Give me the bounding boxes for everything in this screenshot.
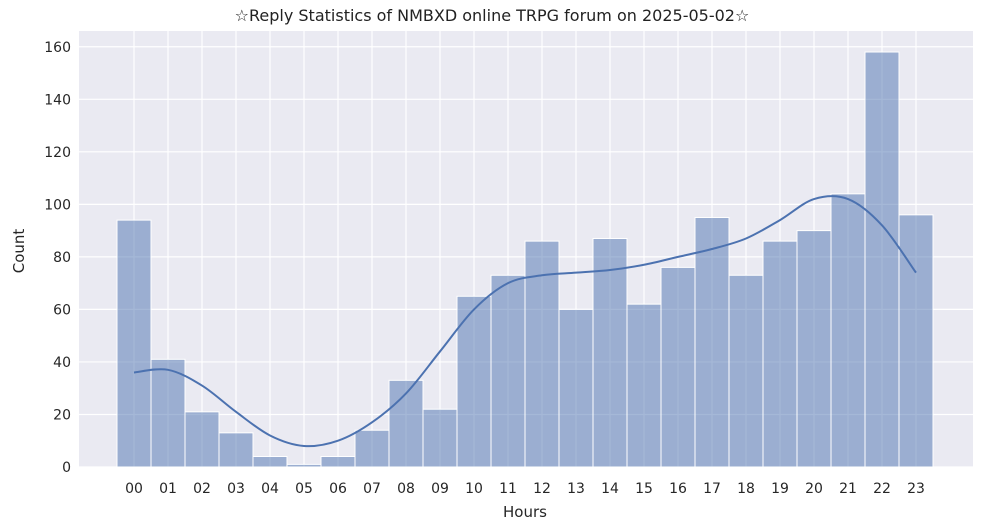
y-tick-label: 100 — [44, 197, 71, 213]
histogram-bar — [354, 429, 390, 468]
y-axis-label: Count — [10, 229, 28, 274]
histogram-bar — [898, 214, 934, 468]
x-tick-label: 13 — [567, 481, 585, 497]
histogram-bar — [830, 193, 866, 468]
x-tick-label: 18 — [737, 481, 755, 497]
chart-title: ☆Reply Statistics of NMBXD online TRPG f… — [234, 6, 750, 25]
histogram-bar — [490, 274, 526, 468]
y-tick-label: 160 — [44, 40, 71, 56]
histogram-bar — [762, 240, 798, 468]
histogram-bar — [184, 411, 220, 468]
histogram-bar — [694, 216, 730, 468]
x-tick-label: 11 — [499, 481, 517, 497]
histogram-bar — [116, 219, 152, 468]
x-tick-label: 09 — [431, 481, 449, 497]
x-tick-label: 10 — [465, 481, 483, 497]
y-tick-label: 80 — [53, 250, 71, 266]
histogram-bar — [320, 455, 356, 468]
y-tick-label: 20 — [53, 407, 71, 423]
histogram-bar — [558, 308, 594, 468]
x-tick-label: 07 — [363, 481, 381, 497]
x-tick-label: 00 — [125, 481, 143, 497]
histogram-bar — [864, 51, 900, 468]
histogram-bar — [660, 266, 696, 468]
x-tick-label: 08 — [397, 481, 415, 497]
x-tick-labels: 00 01 02 03 04 05 06 07 08 09 10 11 12 13 14 15 16 17 18 19… — [125, 481, 925, 497]
histogram-bar — [728, 274, 764, 468]
histogram-bar — [150, 358, 186, 468]
x-tick-label: 03 — [227, 481, 245, 497]
histogram-bar — [422, 408, 458, 468]
x-tick-label: 14 — [601, 481, 619, 497]
x-tick-label: 05 — [295, 481, 313, 497]
x-tick-label: 15 — [635, 481, 653, 497]
x-tick-label: 19 — [771, 481, 789, 497]
x-tick-label: 17 — [703, 481, 721, 497]
y-tick-label: 60 — [53, 302, 71, 318]
y-tick-labels: 0 20 40 60 80 100 120 140 160 — [44, 40, 71, 476]
histogram-bar — [626, 303, 662, 468]
y-tick-label: 0 — [62, 460, 71, 476]
histogram-bar — [252, 455, 288, 468]
x-axis-label: Hours — [503, 503, 547, 521]
kde-line — [133, 195, 917, 448]
x-tick-label: 02 — [193, 481, 211, 497]
x-tick-label: 16 — [669, 481, 687, 497]
histogram-bar — [524, 240, 560, 468]
histogram-bar — [592, 237, 628, 468]
y-tick-label: 140 — [44, 92, 71, 108]
y-tick-label: 120 — [44, 145, 71, 161]
histogram-bar — [286, 463, 322, 468]
x-tick-label: 04 — [261, 481, 279, 497]
x-tick-label: 12 — [533, 481, 551, 497]
x-tick-label: 21 — [839, 481, 857, 497]
histogram-bar — [796, 230, 832, 468]
x-tick-label: 20 — [805, 481, 823, 497]
x-tick-label: 01 — [159, 481, 177, 497]
histogram-bar — [218, 432, 254, 468]
bars — [116, 51, 934, 468]
y-tick-label: 40 — [53, 355, 71, 371]
x-tick-label: 23 — [907, 481, 925, 497]
histogram-bar — [456, 295, 492, 468]
x-tick-label: 06 — [329, 481, 347, 497]
x-tick-label: 22 — [873, 481, 891, 497]
